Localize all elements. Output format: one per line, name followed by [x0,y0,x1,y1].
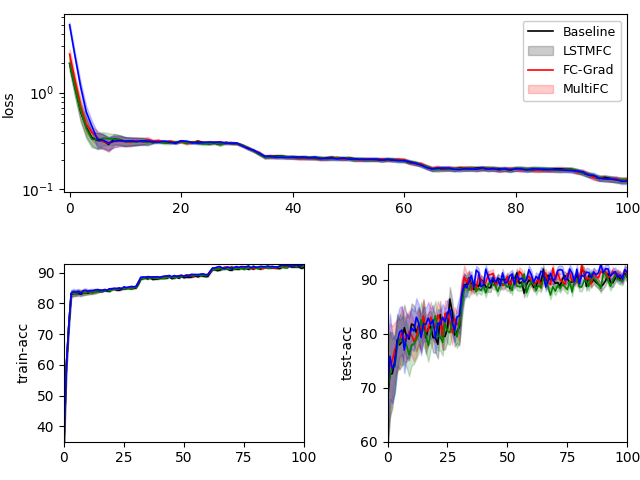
FC-Grad [612,178,620,183]
Y-axis label: test-acc: test-acc [340,325,355,380]
LSTMFC [484,165,492,171]
Baseline [623,178,631,183]
MultiFC [205,139,213,145]
LSTMFC [323,156,330,161]
FC-Grad [105,136,113,142]
MultiFC [400,158,408,164]
MultiFC [323,156,330,161]
Line: MultiFC: MultiFC [70,25,627,181]
LSTMFC [66,51,74,57]
Baseline [105,142,113,147]
FC-Grad [400,158,408,164]
LSTMFC [618,178,625,183]
Line: LSTMFC: LSTMFC [70,54,627,180]
Legend: Baseline, LSTMFC, FC-Grad, MultiFC: Baseline, LSTMFC, FC-Grad, MultiFC [523,21,621,101]
MultiFC [456,167,464,172]
LSTMFC [400,157,408,163]
LSTMFC [456,166,464,171]
Baseline [205,141,213,146]
FC-Grad [484,165,492,171]
FC-Grad [205,141,213,146]
Baseline [66,60,74,66]
Baseline [484,166,492,172]
Line: Baseline: Baseline [70,63,627,180]
MultiFC [66,22,74,28]
FC-Grad [623,178,631,183]
Baseline [456,165,464,171]
Y-axis label: train-acc: train-acc [17,322,31,383]
MultiFC [484,166,492,172]
MultiFC [623,179,631,184]
LSTMFC [623,176,631,182]
LSTMFC [205,140,213,145]
FC-Grad [456,166,464,172]
LSTMFC [105,141,113,146]
FC-Grad [66,60,74,66]
Line: FC-Grad: FC-Grad [70,63,627,180]
Baseline [323,155,330,161]
MultiFC [105,140,113,146]
Baseline [400,157,408,163]
Y-axis label: loss: loss [1,90,15,117]
MultiFC [618,179,625,184]
FC-Grad [323,156,330,162]
